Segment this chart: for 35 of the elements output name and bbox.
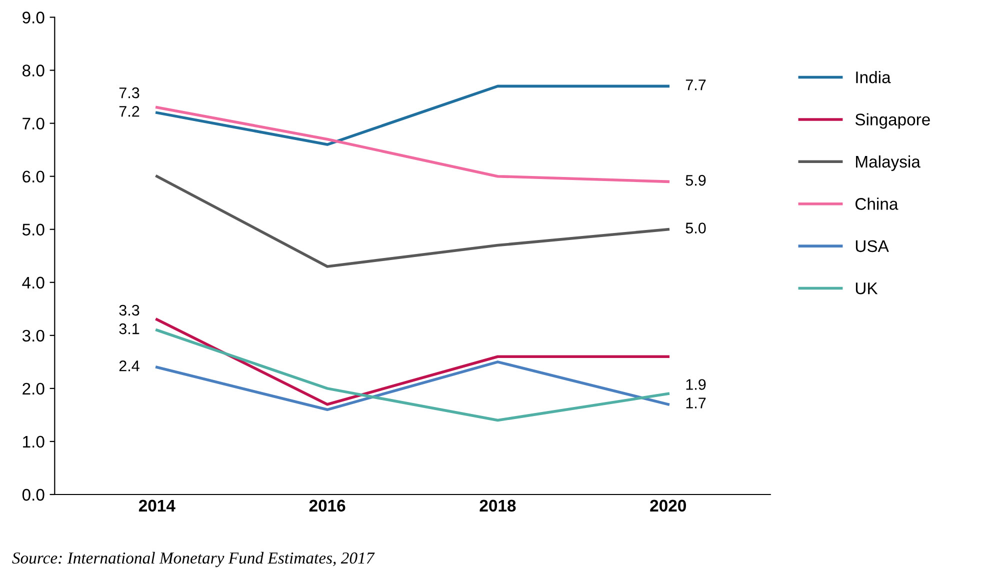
data-label: 2.4 — [119, 360, 140, 372]
y-tick-label: 9.0 — [22, 12, 44, 24]
y-tick-label: 0.0 — [22, 488, 44, 501]
line-series — [156, 106, 670, 184]
legend-label: USA — [856, 240, 889, 252]
data-label: 3.3 — [119, 304, 140, 316]
y-tick-label: 3.0 — [22, 330, 44, 342]
legend-label: India — [856, 71, 891, 84]
data-label: 7.2 — [119, 106, 140, 117]
data-label: 7.7 — [686, 80, 706, 90]
line-series — [156, 328, 670, 422]
x-tick-label: 2018 — [480, 500, 516, 512]
legend-label: UK — [856, 282, 878, 294]
y-tick-label: 4.0 — [22, 276, 44, 289]
y-tick-label: 6.0 — [22, 170, 44, 183]
y-tick-label: 2.0 — [22, 382, 44, 395]
y-tick-label: 8.0 — [22, 64, 44, 76]
data-label: 5.0 — [686, 222, 706, 234]
x-tick-label: 2016 — [309, 500, 346, 512]
data-label: 1.9 — [686, 379, 706, 390]
data-label: 7.3 — [119, 87, 140, 98]
y-tick-label: 7.0 — [22, 118, 44, 130]
legend-label: Malaysia — [856, 155, 920, 171]
data-label: 3.1 — [119, 323, 140, 334]
legend-label: Singapore — [855, 113, 930, 129]
legend-label: China — [856, 198, 898, 210]
y-tick-label: 1.0 — [23, 436, 44, 448]
data-label: 5.9 — [686, 174, 706, 186]
x-tick-label: 2020 — [650, 500, 686, 512]
data-label: 1.7 — [686, 398, 706, 408]
line-series — [156, 360, 670, 412]
source-note: Source: International Monetary Fund Estimates, 2017 — [12, 552, 375, 568]
line-series — [156, 174, 670, 268]
x-tick-label: 2014 — [138, 500, 176, 512]
y-tick-label: 5.0 — [22, 224, 44, 236]
